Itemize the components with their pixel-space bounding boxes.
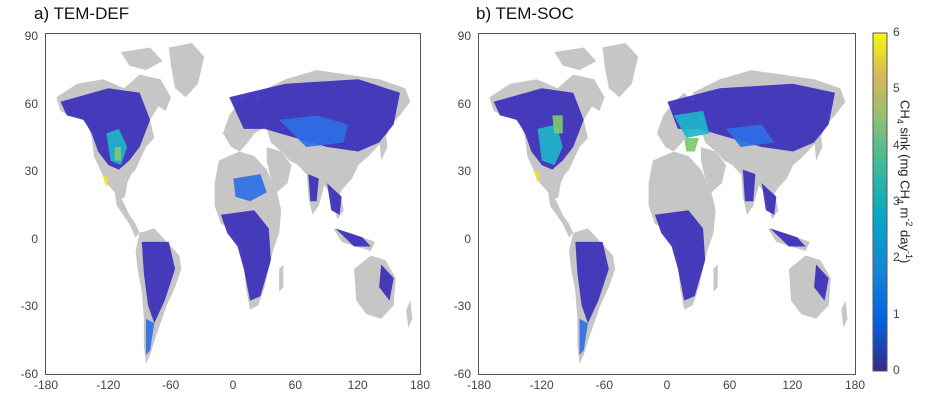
sink-region [654, 210, 706, 301]
y-axis-b-tick: -30 [453, 299, 471, 314]
sink-region [279, 115, 348, 147]
colorbar-tick: 2 [893, 250, 900, 265]
colorbar-tick: 3 [893, 194, 900, 208]
sink-region [229, 79, 400, 152]
colorbar-tick: 5 [893, 81, 900, 96]
sink-region [814, 264, 829, 301]
sink-region [379, 264, 394, 301]
x-axis-a-tick: -60 [161, 378, 180, 392]
colorbar-tick: 6 [893, 25, 900, 39]
y-axis-a-tick: 60 [24, 96, 38, 111]
x-axis-a-tick: 180 [409, 378, 431, 392]
colorbar-tick: 0 [893, 363, 900, 377]
colorbar [872, 32, 888, 372]
sink-region [220, 210, 271, 301]
sink-region [673, 110, 710, 138]
colorbar-tick: 1 [893, 306, 900, 321]
sink-region [114, 147, 121, 161]
sink-region [533, 169, 540, 184]
y-axis-b-tick: 30 [457, 164, 471, 179]
x-axis-a-tick: 0 [229, 378, 237, 392]
x-axis-a-tick: -120 [96, 378, 121, 392]
x-axis-b-tick: 180 [844, 378, 866, 392]
y-axis-a-tick: 30 [24, 164, 38, 179]
panel-a-title: a) TEM-DEF [34, 4, 130, 23]
colorbar-tick: 4 [893, 137, 900, 152]
sink-region [335, 228, 371, 247]
sink-region [327, 183, 342, 215]
y-axis-a-tick: 0 [31, 231, 38, 246]
x-axis-a-tick: 60 [288, 378, 303, 392]
y-axis-b-tick: 90 [457, 29, 471, 43]
sink-region [579, 318, 588, 355]
y-axis-b-tick: -60 [453, 367, 471, 381]
sink-layer-b [493, 83, 835, 355]
sink-region [726, 124, 775, 147]
x-axis-a-tick: -180 [33, 378, 59, 392]
sink-region [575, 241, 609, 324]
y-axis-a-tick: -60 [20, 367, 38, 381]
y-axis-a-tick: 90 [24, 29, 38, 43]
sink-region [770, 228, 806, 247]
sink-region [145, 318, 155, 355]
sink-region [102, 174, 109, 188]
sink-region [308, 174, 319, 202]
sink-region [537, 124, 563, 166]
x-axis-b-tick: -180 [466, 378, 492, 392]
y-axis-b-tick: 0 [464, 231, 471, 246]
x-axis-b-tick: 120 [782, 378, 803, 392]
colorbar-label: CH4 sink (mg CH4 m-2 day-1) [895, 100, 914, 264]
sink-layer-a [60, 79, 400, 355]
sink-region [60, 88, 151, 170]
x-axis-b-tick: 0 [663, 378, 671, 392]
sink-region [552, 115, 563, 134]
y-axis-b-tick: 60 [457, 96, 471, 111]
x-axis-b-tick: -120 [529, 378, 554, 392]
x-axis-a-tick: 120 [347, 378, 368, 392]
x-axis-b-tick: -60 [595, 378, 613, 392]
panel-b-title: b) TEM-SOC [476, 4, 574, 23]
sink-region [233, 174, 267, 202]
sink-region [667, 83, 835, 152]
x-axis-b-tick: 60 [722, 378, 737, 392]
sink-region [141, 241, 176, 324]
sink-region [742, 169, 756, 202]
y-axis-a-tick: -30 [20, 299, 38, 314]
sink-region [684, 137, 699, 152]
